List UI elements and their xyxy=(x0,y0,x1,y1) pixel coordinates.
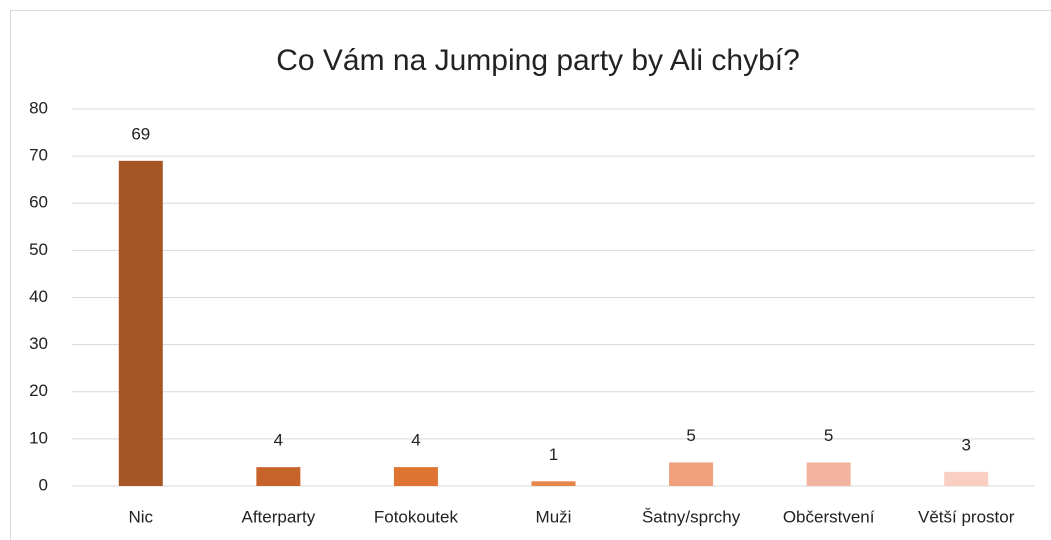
x-tick-label: Muži xyxy=(536,507,572,526)
bar xyxy=(393,467,438,486)
y-tick-label: 40 xyxy=(29,287,48,306)
y-tick-label: 60 xyxy=(29,193,48,212)
x-tick-label: Afterparty xyxy=(242,507,316,526)
data-label: 5 xyxy=(824,426,833,445)
data-label: 69 xyxy=(131,124,150,143)
data-label: 3 xyxy=(961,435,970,454)
chart-frame xyxy=(10,10,1051,540)
y-tick-label: 0 xyxy=(39,475,48,494)
x-tick-label: Nic xyxy=(129,507,154,526)
bar xyxy=(806,462,851,486)
y-tick-label: 50 xyxy=(29,240,48,259)
data-label: 1 xyxy=(549,445,558,464)
y-tick-label: 70 xyxy=(29,146,48,165)
data-label: 5 xyxy=(686,426,695,445)
y-tick-label: 20 xyxy=(29,381,48,400)
data-label: 4 xyxy=(274,431,283,450)
chart-title: Co Vám na Jumping party by Ali chybí? xyxy=(276,44,800,77)
bar xyxy=(118,160,163,486)
y-tick-label: 10 xyxy=(29,428,48,447)
bar xyxy=(944,471,989,486)
y-tick-label: 30 xyxy=(29,334,48,353)
x-tick-label: Větší prostor xyxy=(918,507,1015,526)
bar xyxy=(256,467,301,486)
x-tick-label: Šatny/sprchy xyxy=(642,507,741,526)
y-tick-label: 80 xyxy=(29,98,48,117)
data-label: 4 xyxy=(411,431,420,450)
x-tick-label: Fotokoutek xyxy=(374,507,459,526)
bar xyxy=(669,462,714,486)
x-tick-label: Občerstvení xyxy=(783,507,875,526)
bar xyxy=(531,481,576,486)
